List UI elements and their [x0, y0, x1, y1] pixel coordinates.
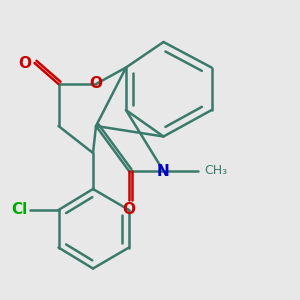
- Text: Cl: Cl: [11, 202, 27, 217]
- Text: CH₃: CH₃: [204, 164, 227, 178]
- Text: O: O: [19, 56, 32, 70]
- Text: O: O: [89, 76, 103, 92]
- Text: O: O: [122, 202, 136, 217]
- Text: N: N: [157, 164, 170, 178]
